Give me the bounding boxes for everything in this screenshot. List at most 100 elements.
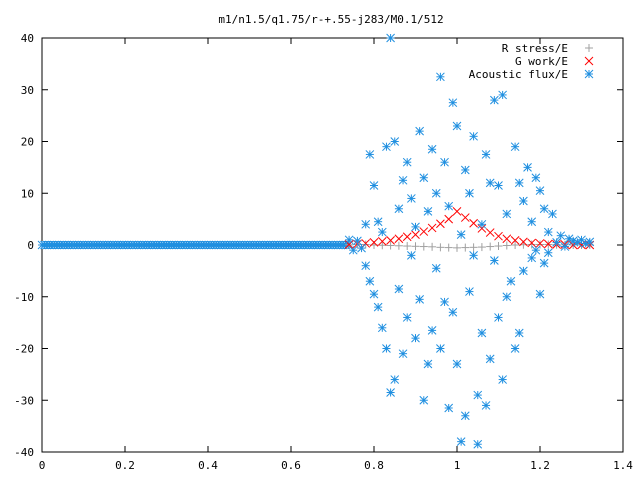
data-point [382,344,391,353]
data-point [398,349,408,359]
data-point [386,33,395,43]
data-point [494,313,503,322]
data-point [469,243,478,252]
data-point [527,240,536,249]
data-point [543,227,553,237]
data-point [477,243,486,252]
data-point [386,388,395,397]
x-tick-label: 0.2 [115,459,135,472]
data-point [419,242,428,251]
data-point [535,239,545,248]
data-point [440,157,449,167]
data-point [361,219,371,229]
data-point [527,238,537,248]
data-point [486,242,495,251]
data-point [436,219,445,229]
data-point [427,144,437,154]
series-1 [344,207,595,250]
data-point [436,243,445,252]
data-point [473,390,483,400]
x-tick-label: 1 [454,459,461,472]
data-point [460,213,470,222]
data-point [402,157,412,167]
data-point [539,258,549,268]
data-point [436,344,445,353]
data-point [394,284,404,294]
data-point [485,228,495,237]
data-point [531,245,541,255]
data-point [523,163,532,172]
legend-marker [585,44,593,52]
y-tick-label: -30 [14,394,34,407]
data-point [502,292,512,302]
data-point [377,227,387,237]
data-point [390,375,400,384]
data-point [419,173,429,183]
data-point [465,287,474,296]
legend-label: Acoustic flux/E [469,68,568,81]
data-point [394,204,404,214]
data-point [502,209,512,219]
data-point [415,294,425,304]
data-point [402,232,412,242]
data-point [543,248,553,258]
x-tick-label: 0.4 [198,459,218,472]
y-tick-label: -10 [14,291,34,304]
data-point [411,230,420,240]
data-point [357,243,366,253]
data-point [452,121,462,131]
data-point [548,209,557,219]
data-point [510,235,520,245]
data-point [423,359,433,369]
data-point [373,217,383,227]
y-tick-label: 10 [21,187,34,200]
data-point [398,175,408,185]
acoustic-flux-baseline [37,240,353,250]
data-point [382,142,391,152]
data-point [519,266,528,276]
y-tick-label: -20 [14,343,34,356]
data-point [423,207,433,216]
data-point [510,142,520,152]
data-point [477,328,487,338]
data-point [489,256,499,265]
data-point [564,234,574,244]
data-point [460,165,470,175]
data-point [403,242,412,251]
data-point [431,263,441,273]
data-point [485,178,495,188]
data-point [377,237,387,246]
data-point [469,131,478,141]
data-point [519,237,528,247]
data-point [514,328,524,338]
data-point [535,186,545,196]
data-point [365,276,375,286]
chart-title: m1/n1.5/q1.75/r-+.55-j283/M0.1/512 [218,13,443,26]
data-point [536,240,544,249]
data-point [460,411,470,421]
data-point [419,395,429,405]
data-point [411,242,420,251]
data-point [506,276,516,286]
data-point [514,178,524,188]
data-point [543,239,553,249]
data-point [481,401,491,410]
data-point [494,181,503,190]
data-point [411,333,420,343]
data-point [477,224,487,233]
legend-marker [584,56,594,66]
data-point [461,243,470,252]
data-point [394,234,404,244]
y-tick-label: 20 [21,136,34,149]
x-tick-label: 0.8 [364,459,384,472]
data-point [585,237,595,247]
data-point [377,323,387,333]
data-point [481,150,491,159]
data-point [456,437,466,447]
data-point [452,359,462,369]
data-point [353,236,362,246]
data-point [406,194,416,203]
data-point [456,230,466,240]
